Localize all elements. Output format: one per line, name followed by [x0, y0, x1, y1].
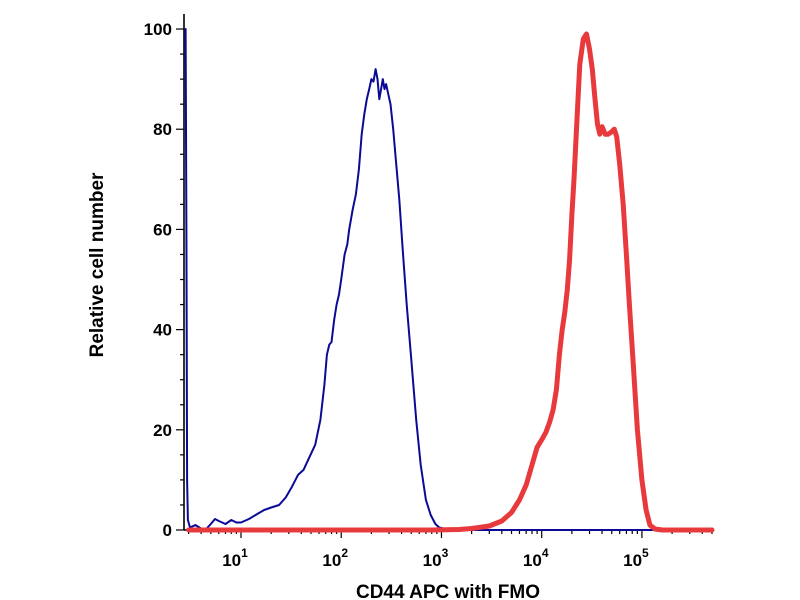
y-tick-label: 0 — [163, 521, 172, 540]
x-tick-label: 101 — [222, 546, 248, 570]
y-tick-label: 100 — [144, 20, 172, 39]
series-line-2 — [186, 31, 715, 533]
series-line-1 — [184, 28, 713, 531]
y-axis-ticks: 0 20 40 60 80 100 — [144, 20, 184, 540]
x-tick-label: 105 — [623, 546, 649, 570]
y-tick-label: 20 — [153, 421, 172, 440]
x-tick-label: 102 — [322, 546, 348, 570]
y-tick-label: 80 — [153, 120, 172, 139]
x-tick-label: 103 — [423, 546, 449, 570]
y-tick-label: 40 — [153, 321, 172, 340]
x-tick-label: 104 — [523, 546, 549, 570]
y-axis-title: Relative cell number — [87, 172, 108, 357]
y-tick-label: 60 — [153, 220, 172, 239]
x-axis-ticks: 101 102 103 104 105 — [187, 530, 713, 570]
x-axis-title: CD44 APC with FMO — [356, 582, 540, 600]
series-layer — [184, 28, 715, 533]
